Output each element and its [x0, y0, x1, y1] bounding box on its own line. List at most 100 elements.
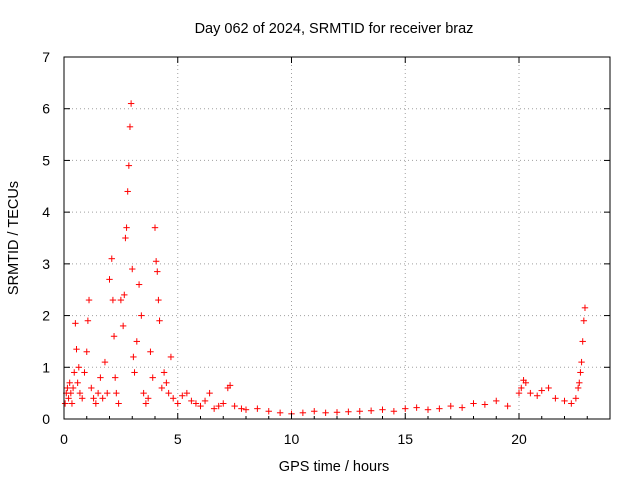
data-point [579, 338, 586, 345]
data-point [147, 348, 154, 355]
axis-ticks [63, 56, 610, 420]
data-point [580, 317, 588, 324]
data-point [108, 255, 115, 262]
y-axis-label: SRMTID / TECUs [6, 181, 22, 295]
y-tick-label: 7 [42, 49, 50, 65]
data-point [71, 369, 78, 376]
data-point [94, 389, 102, 397]
data-point [130, 353, 137, 361]
data-point [142, 400, 150, 407]
data-point [192, 400, 200, 407]
data-point [545, 384, 552, 392]
y-tick-label: 6 [42, 101, 50, 117]
x-tick-label: 15 [397, 431, 413, 447]
data-point [413, 404, 420, 411]
y-tick-label: 0 [42, 411, 50, 427]
data-point [581, 304, 589, 312]
data-point [85, 296, 93, 304]
data-point [276, 409, 284, 416]
data-point [504, 402, 511, 410]
data-point [81, 369, 88, 376]
data-point [210, 405, 218, 412]
data-point [367, 407, 375, 414]
data-point [113, 389, 120, 397]
x-tick-label: 0 [60, 431, 68, 447]
data-point [578, 358, 585, 366]
data-point [242, 406, 250, 413]
data-point [133, 338, 140, 345]
data-point [576, 379, 583, 386]
data-point [574, 384, 582, 392]
data-point [436, 405, 443, 412]
data-point [79, 395, 86, 402]
data-point [131, 369, 138, 376]
data-point [110, 333, 118, 340]
data-point [92, 400, 100, 407]
data-point [356, 408, 363, 415]
data-point [104, 389, 111, 397]
data-point [73, 345, 80, 353]
data-point [115, 400, 122, 407]
data-point [188, 397, 195, 405]
data-point [125, 162, 133, 169]
y-tick-label: 3 [42, 256, 50, 272]
data-point [74, 379, 81, 386]
data-point [183, 389, 191, 397]
data-point [470, 400, 477, 407]
data-point [124, 188, 131, 195]
data-point [127, 100, 135, 107]
data-point [522, 379, 530, 386]
data-point [99, 395, 106, 402]
data-point [231, 402, 238, 410]
data-point [151, 224, 159, 231]
data-point [538, 387, 545, 394]
data-point [76, 389, 84, 397]
data-point [109, 296, 117, 304]
data-point [424, 406, 432, 413]
data-point [160, 369, 168, 376]
data-point [197, 402, 204, 410]
data-point [101, 358, 109, 366]
data-point [552, 395, 559, 402]
data-point [515, 389, 523, 397]
data-point [311, 408, 318, 415]
data-point [174, 400, 181, 407]
data-point [123, 224, 130, 231]
data-point [66, 379, 73, 386]
data-point [135, 281, 143, 288]
data-point [345, 408, 352, 415]
data-point [220, 400, 227, 407]
data-point [265, 408, 272, 415]
data-point [65, 395, 72, 402]
x-axis-label: GPS time / hours [279, 459, 389, 475]
data-point [299, 409, 307, 416]
data-point [67, 389, 75, 397]
y-tick-label: 5 [42, 152, 50, 168]
data-point [149, 374, 156, 381]
data-point [167, 353, 175, 361]
data-point [215, 402, 222, 410]
data-point [201, 397, 209, 405]
data-point [111, 374, 119, 381]
data-point [165, 389, 172, 397]
data-point [68, 400, 76, 407]
data-point [158, 384, 166, 392]
x-tick-label: 5 [174, 431, 182, 447]
data-point [322, 409, 329, 416]
data-point [88, 384, 95, 392]
data-point [568, 400, 575, 407]
data-point [206, 389, 213, 397]
data-point [140, 389, 147, 397]
y-tick-label: 4 [42, 204, 50, 220]
data-point [493, 397, 500, 405]
data-point [64, 384, 71, 392]
data-point [119, 322, 127, 330]
data-point [84, 317, 92, 324]
data-point [121, 291, 128, 299]
data-point [534, 392, 541, 399]
data-point [390, 408, 398, 415]
data-point [170, 395, 177, 402]
x-tick-label: 20 [511, 431, 527, 447]
data-point [447, 402, 454, 410]
